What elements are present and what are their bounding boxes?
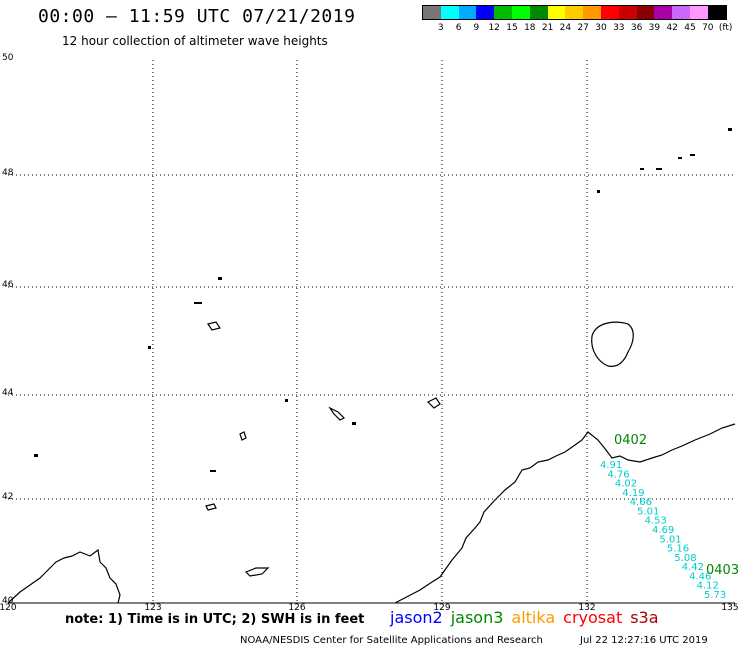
wave-height-legend: 3 6 9 12 15 18 21 24 27 30 33 36 39 42 45 70 (ft) <box>422 5 732 34</box>
legend-swatch <box>529 6 548 19</box>
map-grid <box>8 60 735 603</box>
legend-swatch <box>423 6 441 19</box>
latitude-label: 40 <box>2 596 14 606</box>
legend-swatch <box>511 6 530 19</box>
coastline <box>7 321 736 604</box>
legend-swatch <box>583 6 601 19</box>
legend-swatch <box>440 6 459 19</box>
legend-swatch <box>565 6 584 19</box>
legend-label: 45 <box>684 23 696 33</box>
wave-height-value: 4.53 <box>645 516 667 527</box>
wave-height-value: 4.19 <box>622 488 644 499</box>
satellite-name: jason2 <box>390 608 443 627</box>
longitude-label: 135 <box>721 603 738 613</box>
legend-label: 18 <box>524 23 536 33</box>
satellite-name: altika <box>511 608 556 627</box>
satellite-name: s3a <box>630 608 659 627</box>
legend-label: 15 <box>506 23 518 33</box>
longitude-label: 123 <box>144 603 161 613</box>
legend-label: 27 <box>577 23 589 33</box>
latitude-label: 48 <box>2 168 14 178</box>
longitude-label: 132 <box>578 603 595 613</box>
longitude-label: 126 <box>288 603 305 613</box>
legend-swatch <box>689 6 708 19</box>
wave-height-value: 4.69 <box>652 525 674 536</box>
wave-height-value: 4.46 <box>689 571 711 582</box>
satellite-name: jason3 <box>450 608 504 627</box>
longitude-labels: 120 123 126 129 132 135 <box>0 603 739 613</box>
wave-height-value: 5.73 <box>704 590 726 601</box>
wave-height-value: 4.66 <box>630 497 652 508</box>
legend-swatch <box>636 6 655 19</box>
legend-label: 24 <box>559 23 572 33</box>
satellite-legend: jason2 jason3 altika cryosat s3a <box>390 608 659 627</box>
legend-label: 33 <box>613 23 625 33</box>
legend-swatch <box>458 6 477 19</box>
legend-label: 70 <box>702 23 714 33</box>
wave-height-value: 5.01 <box>637 506 659 517</box>
legend-label: 12 <box>488 23 500 33</box>
legend-label: 6 <box>455 23 462 33</box>
longitude-label: 120 <box>0 603 17 613</box>
track-label: 0402 <box>614 433 647 448</box>
legend-label: 39 <box>648 23 661 33</box>
track-label: 0403 <box>706 563 739 578</box>
satellite-name: cryosat <box>563 608 623 627</box>
longitude-label: 129 <box>433 603 450 613</box>
latitude-label: 44 <box>2 388 14 398</box>
legend-label: 42 <box>666 23 678 33</box>
legend-label: (ft) <box>718 23 733 33</box>
legend-swatch <box>672 6 690 19</box>
timestamp-text: Jul 22 12:27:16 UTC 2019 <box>580 635 708 646</box>
legend-swatch <box>476 6 495 19</box>
legend-label: 21 <box>541 23 554 33</box>
map-subtitle: 12 hour collection of altimeter wave hei… <box>62 34 328 48</box>
wave-height-value: 5.01 <box>659 534 681 545</box>
latitude-labels: 50 48 46 44 42 40 <box>2 53 14 606</box>
track-labels: 0402 0403 <box>614 433 739 578</box>
wave-height-value: 4.02 <box>615 479 637 490</box>
latitude-label: 46 <box>2 280 14 290</box>
legend-swatch <box>547 6 566 19</box>
legend-label: 30 <box>595 23 607 33</box>
legend-swatch <box>618 6 637 19</box>
legend-label: 3 <box>437 23 444 33</box>
wave-height-value: 4.12 <box>697 581 719 592</box>
wave-height-value: 4.42 <box>682 562 704 573</box>
latitude-label: 50 <box>2 53 14 63</box>
wave-height-value: 5.16 <box>667 544 689 555</box>
latitude-label: 42 <box>2 492 13 502</box>
wave-height-value: 4.76 <box>607 469 629 480</box>
legend-swatch <box>494 6 512 19</box>
legend-swatch <box>600 6 619 19</box>
footer-note: note: 1) Time is in UTC; 2) SWH is in fe… <box>65 612 365 627</box>
map-title: 00:00 – 11:59 UTC 07/21/2019 <box>38 6 356 27</box>
legend-color-bar <box>422 5 727 20</box>
legend-label: 36 <box>630 23 643 33</box>
small-islands <box>34 128 732 472</box>
wave-height-value: 5.08 <box>674 553 696 564</box>
legend-label: 9 <box>473 23 480 33</box>
wave-height-value: 4.91 <box>600 460 622 471</box>
wave-height-values: 4.914.764.024.194.665.014.534.695.015.16… <box>600 460 726 601</box>
legend-swatch <box>654 6 673 19</box>
legend-labels: 3 6 9 12 15 18 21 24 27 30 33 36 39 42 45 70 (ft) <box>422 20 732 34</box>
legend-swatch <box>707 6 726 19</box>
credit-text: NOAA/NESDIS Center for Satellite Applica… <box>240 635 543 646</box>
